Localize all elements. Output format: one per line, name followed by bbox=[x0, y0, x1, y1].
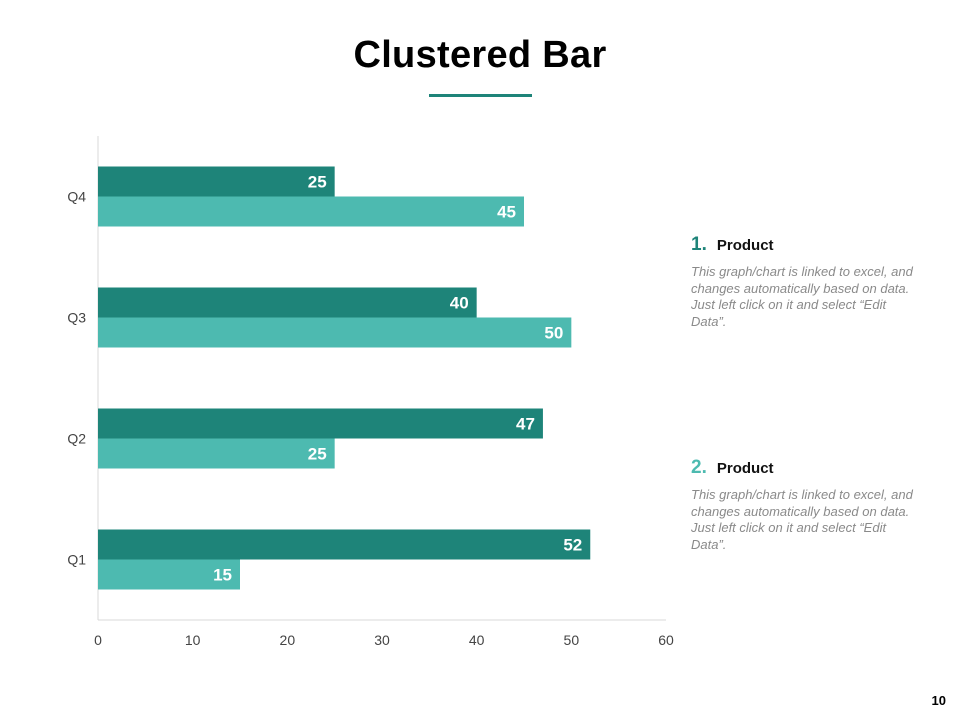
bar-data-label: 47 bbox=[516, 415, 535, 434]
bar-series-1 bbox=[98, 408, 543, 439]
title-underline bbox=[429, 94, 532, 97]
bar-series-2 bbox=[98, 559, 240, 590]
legend-number-2: 2. bbox=[691, 457, 707, 478]
legend-description-2: This graph/chart is linked to excel, and… bbox=[691, 487, 913, 552]
bar-data-label: 45 bbox=[497, 203, 516, 222]
bar-series-2 bbox=[98, 438, 335, 469]
x-tick-label: 10 bbox=[185, 632, 201, 648]
legend-label-1: Product bbox=[716, 237, 774, 254]
y-category-label: Q2 bbox=[67, 431, 86, 447]
x-tick-label: 20 bbox=[280, 632, 296, 648]
bar-data-label: 40 bbox=[450, 294, 469, 313]
bar-data-label: 25 bbox=[308, 173, 327, 192]
x-tick-label: 30 bbox=[374, 632, 390, 648]
legend-item-2: 2. Product This graph/chart is linked to… bbox=[691, 457, 921, 553]
y-category-label: Q4 bbox=[67, 189, 86, 205]
bar-data-label: 15 bbox=[213, 566, 232, 585]
bar-series-2 bbox=[98, 196, 524, 227]
x-tick-label: 0 bbox=[94, 632, 102, 648]
bar-data-label: 52 bbox=[563, 536, 582, 555]
bar-series-1 bbox=[98, 287, 477, 318]
x-tick-label: 60 bbox=[658, 632, 674, 648]
x-tick-label: 40 bbox=[469, 632, 485, 648]
slide-title: Clustered Bar bbox=[353, 34, 607, 76]
page-number: 10 bbox=[931, 693, 946, 708]
y-category-label: Q3 bbox=[67, 310, 86, 326]
legend-label-2: Product bbox=[716, 460, 774, 477]
bar-series-1 bbox=[98, 529, 591, 560]
legend-number-1: 1. bbox=[691, 234, 707, 255]
bar-series-1 bbox=[98, 166, 335, 197]
legend-description-1: This graph/chart is linked to excel, and… bbox=[691, 264, 913, 329]
legend-item-1: 1. Product This graph/chart is linked to… bbox=[691, 234, 921, 330]
bar-data-label: 25 bbox=[308, 445, 327, 464]
bar-series-2 bbox=[98, 317, 572, 348]
y-category-label: Q1 bbox=[67, 552, 86, 568]
x-tick-label: 50 bbox=[564, 632, 580, 648]
bar-data-label: 50 bbox=[544, 324, 563, 343]
